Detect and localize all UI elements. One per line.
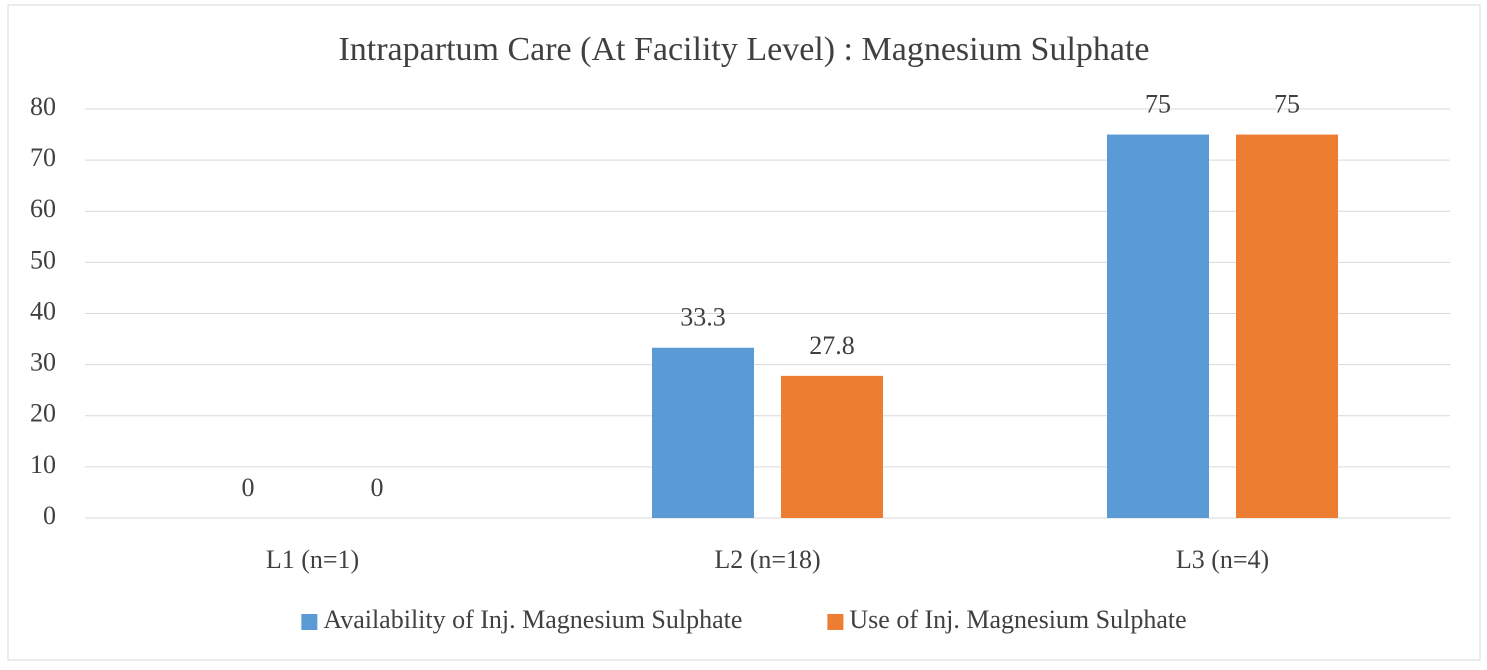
y-tick-label: 80 [30,92,56,121]
y-tick-label: 40 [30,296,56,325]
legend-label: Availability of Inj. Magnesium Sulphate [323,605,742,634]
data-label: 75 [1145,90,1171,119]
legend-swatch [827,614,844,630]
data-label: 75 [1274,90,1300,119]
y-tick-label: 70 [30,143,56,172]
data-label: 0 [242,473,255,502]
bar [1236,134,1338,518]
y-tick-label: 60 [30,194,56,223]
data-label: 33.3 [680,303,726,332]
data-label: 27.8 [809,331,855,360]
y-tick-label: 30 [30,348,56,377]
x-tick-label: L3 (n=4) [1176,545,1269,574]
legend-swatch [301,614,318,630]
x-tick-label: L2 (n=18) [714,545,820,574]
y-tick-label: 20 [30,399,56,428]
legend-label: Use of Inj. Magnesium Sulphate [849,605,1186,634]
bar [652,347,754,518]
chart-frame [7,4,1481,661]
bar [781,375,883,518]
y-tick-label: 10 [30,450,56,479]
x-tick-label: L1 (n=1) [266,545,359,574]
data-label: 0 [371,473,384,502]
y-tick-label: 0 [43,501,56,530]
chart-title: Intrapartum Care (At Facility Level) : M… [338,31,1149,68]
bar [1107,134,1209,518]
y-tick-label: 50 [30,245,56,274]
